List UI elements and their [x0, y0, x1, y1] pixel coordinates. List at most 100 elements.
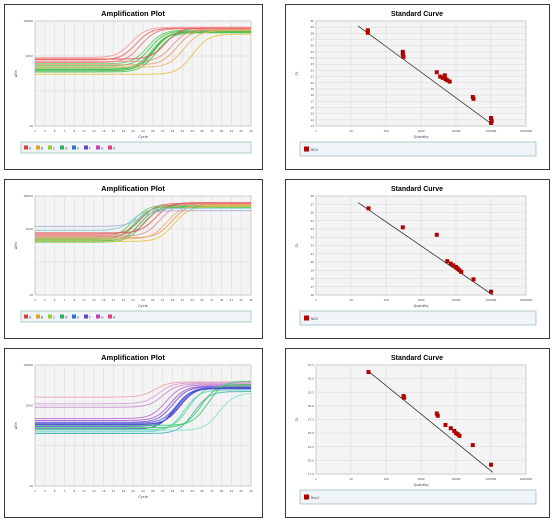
x-tick-label: 9 [73, 489, 75, 493]
x-tick-label: 100000 [486, 129, 497, 133]
x-tick-label: 1000000 [520, 477, 533, 481]
y-tick-label: 23 [310, 235, 314, 239]
data-point [442, 73, 447, 78]
y-tick-label: 22.5 [308, 445, 314, 449]
x-tick-label: 1000000 [520, 298, 533, 302]
x-tick-label: 33 [190, 298, 194, 302]
x-tick-label: 1 [34, 489, 36, 493]
x-tick-label: 1000 [417, 298, 424, 302]
x-tick-label: 27 [161, 489, 165, 493]
x-tick-label: 17 [112, 129, 116, 133]
chart-title: Standard Curve [391, 11, 443, 18]
amplification-plot-panel-2: Amplification Plot 1 3 5 7 9 11 13 15 17 19 21 23 25 2… [4, 179, 263, 339]
legend-swatch [36, 314, 40, 319]
x-tick-label: 19 [122, 298, 126, 302]
y-tick-label: 10 [29, 124, 33, 128]
legend-swatch [96, 145, 100, 150]
legend-label: H [113, 146, 116, 150]
data-point [434, 232, 439, 237]
y-tick-label: 16 [310, 293, 314, 297]
y-tick-label: 37.5 [308, 363, 314, 367]
x-tick-label: 45 [249, 489, 253, 493]
y-tick-label: 29 [310, 25, 314, 29]
x-axis-label: Cycle [138, 495, 148, 499]
x-tick-label: 100000 [486, 477, 497, 481]
x-tick-label: 41 [230, 489, 234, 493]
data-point [451, 263, 456, 268]
data-point [447, 79, 452, 84]
y-tick-label: 1000 [25, 227, 33, 231]
data-point [459, 269, 464, 274]
x-tick-label: 43 [239, 489, 243, 493]
x-tick-label: 21 [131, 298, 135, 302]
legend-swatch [60, 314, 64, 319]
x-tick-label: 5 [54, 129, 56, 133]
amplification-curve [35, 29, 251, 66]
legend-label: A [29, 146, 32, 150]
legend-label: B [41, 315, 43, 319]
data-point [470, 443, 475, 448]
y-axis-label: ΔRn [14, 242, 18, 249]
chart-title: Amplification Plot [101, 353, 165, 362]
y-tick-label: 14 [310, 118, 314, 122]
y-tick-label: 26 [310, 211, 314, 215]
legend-swatch [304, 494, 309, 500]
data-point [438, 74, 443, 79]
x-tick-label: 31 [180, 129, 184, 133]
y-tick-label: 10000 [23, 19, 33, 23]
data-point [401, 54, 406, 59]
amplification-curve [35, 33, 251, 75]
y-tick-label: 17 [310, 285, 314, 289]
amplification-curve [35, 203, 251, 237]
y-tick-label: 27 [310, 38, 314, 42]
y-tick-label: 27.5 [308, 418, 314, 422]
amplification-curve [35, 387, 251, 426]
x-tick-label: 37 [210, 489, 214, 493]
x-tick-label: 35 [200, 298, 204, 302]
x-tick-label: 1000000 [520, 129, 533, 133]
x-tick-label: 10 [349, 477, 353, 481]
standard-curve-panel-3: Standard Curve 1 10 100 1000 10000 100000 10000… [285, 348, 550, 518]
data-point [471, 96, 476, 101]
x-tick-label: 25 [151, 489, 155, 493]
data-point [443, 422, 448, 427]
y-tick-label: 22 [310, 244, 314, 248]
x-tick-label: 10000 [452, 298, 461, 302]
legend-label: G [101, 315, 104, 319]
x-tick-label: 9 [73, 129, 75, 133]
legend-swatch [36, 145, 40, 150]
x-tick-label: 10000 [452, 477, 461, 481]
x-tick-label: 19 [122, 129, 126, 133]
x-tick-label: 25 [151, 129, 155, 133]
legend-swatch [108, 145, 112, 150]
x-tick-label: 10 [349, 298, 353, 302]
y-tick-label: 30.0 [308, 404, 314, 408]
data-point [457, 433, 462, 438]
y-tick-label: 28 [310, 31, 314, 35]
standard-curve-1: Standard Curve 1 10 100 1000 10000 100000 10000… [295, 11, 537, 157]
data-point [445, 78, 450, 83]
y-tick-label: 13 [310, 124, 314, 128]
x-tick-label: 1 [315, 477, 317, 481]
legend-label: A [29, 315, 32, 319]
x-tick-label: 29 [171, 298, 175, 302]
x-tick-label: 1 [34, 129, 36, 133]
data-point [489, 289, 493, 294]
y-tick-label: 17 [310, 99, 314, 103]
x-axis-label: Quantity [413, 135, 428, 139]
legend-swatch [84, 314, 88, 319]
y-tick-label: 20.0 [308, 458, 314, 462]
data-point [445, 259, 450, 264]
x-tick-label: 31 [180, 489, 184, 493]
x-tick-label: 11 [82, 129, 86, 133]
standard-curve-3: Standard Curve 1 10 100 1000 10000 100000 10000… [295, 355, 537, 505]
y-tick-label: 19 [310, 268, 314, 272]
y-tick-label: 16 [310, 105, 314, 109]
amplification-curve [35, 388, 251, 424]
amplification-curve [35, 204, 251, 240]
legend-box [20, 141, 252, 154]
x-tick-label: 1000 [417, 129, 424, 133]
data-point [400, 225, 405, 230]
legend-box [299, 310, 537, 326]
